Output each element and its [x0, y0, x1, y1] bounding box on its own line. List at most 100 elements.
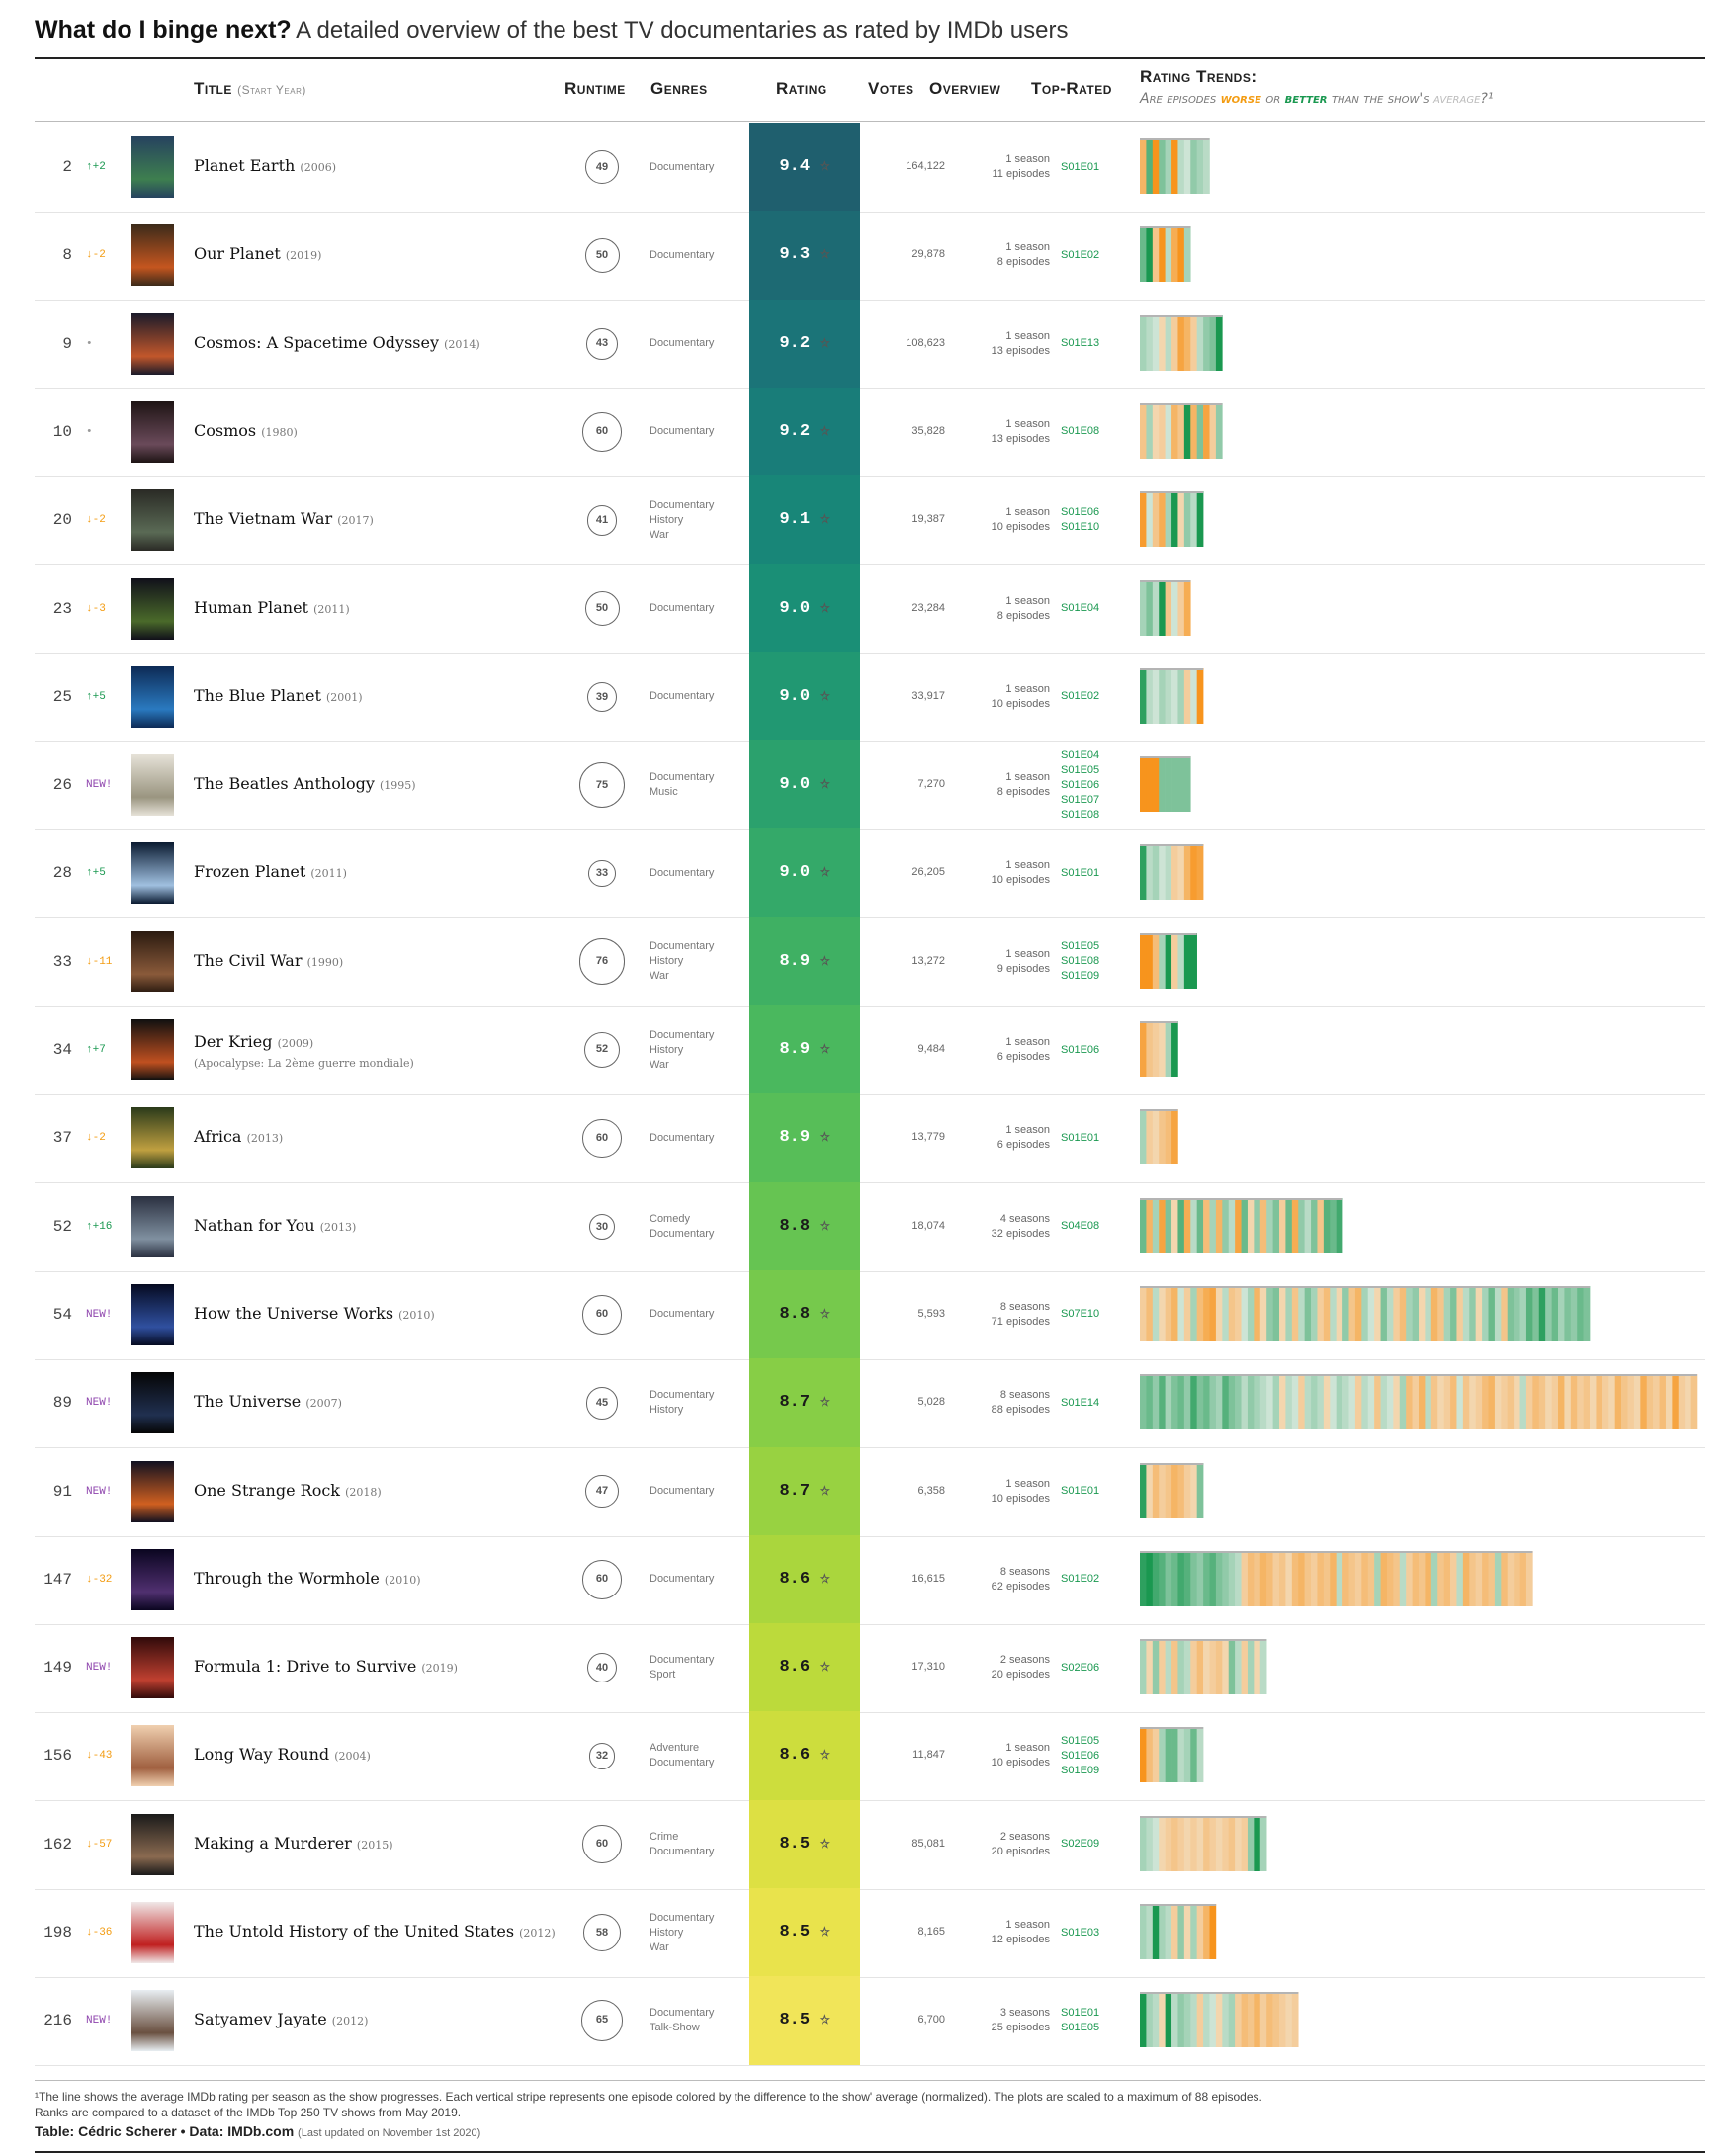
genres-list: Documentary History War	[650, 1911, 758, 1955]
episode-stripe	[1140, 1021, 1147, 1077]
top-rated-episode: S01E02	[1061, 690, 1100, 703]
episode-stripe	[1419, 1550, 1426, 1606]
episode-stripe	[1152, 1285, 1160, 1341]
genre-label: War	[650, 1058, 669, 1071]
episode-stripe	[1254, 1815, 1261, 1871]
episode-stripe	[1215, 1992, 1223, 2048]
episode-stripe	[1171, 1815, 1178, 1871]
poster-image	[131, 400, 174, 463]
show-title-text: The Civil War	[194, 950, 303, 970]
rating-value: 9.0	[779, 775, 811, 795]
rating-value: 8.8	[779, 1216, 811, 1236]
star-icon: ☆	[820, 686, 830, 706]
rank-change: ↓-32	[86, 1573, 113, 1586]
poster-image	[131, 1019, 174, 1080]
star-icon: ☆	[820, 1128, 830, 1148]
rating-value: 8.5	[779, 1923, 811, 1941]
top-rated-list: S01E01	[1061, 1131, 1140, 1146]
genre-label: History	[650, 513, 684, 526]
rating-trend-plot	[1140, 1992, 1299, 2048]
votes-count: 35,828	[911, 424, 945, 437]
episode-stripe	[1146, 1197, 1154, 1253]
table-row: 149 NEW! Formula 1: Drive to Survive (2019…	[35, 1623, 1705, 1714]
header-genres: Genres	[650, 79, 708, 98]
rating-value: 9.0	[779, 686, 811, 706]
start-year: (2010)	[398, 1308, 435, 1322]
episode-stripe	[1241, 1550, 1249, 1606]
episode-stripe	[1165, 932, 1172, 989]
header-votes: Votes	[868, 79, 914, 98]
rating-cell: 9.2 ☆	[749, 387, 860, 476]
show-title: Long Way Round (2004)	[194, 1745, 371, 1764]
rating-trend-plot	[1140, 1462, 1204, 1518]
rating-trend-plot	[1140, 138, 1210, 194]
episode-stripe	[1152, 1727, 1160, 1783]
episode-stripe	[1171, 226, 1178, 283]
episode-stripe	[1475, 1374, 1483, 1430]
page-title: What do I binge next? A detailed overvie…	[35, 16, 1705, 59]
episode-stripe	[1146, 756, 1154, 813]
genre-label: Documentary	[650, 1227, 715, 1240]
runtime-circle: 60	[582, 412, 622, 452]
rating-trend-plot	[1140, 1904, 1217, 1959]
episode-stripe	[1564, 1285, 1572, 1341]
runtime-circle: 60	[582, 1560, 622, 1599]
rating-cell: 9.0 ☆	[749, 828, 860, 918]
rank-value: 149	[43, 1659, 72, 1678]
episode-stripe	[1254, 1197, 1261, 1253]
episode-stripe	[1621, 1374, 1628, 1430]
credit: Table: Cédric Scherer • Data: IMDb.com (…	[35, 2123, 1705, 2153]
episodes-count: 8 episodes	[996, 256, 1050, 269]
episode-stripe	[1291, 1550, 1299, 1606]
rating-cell: 9.0 ☆	[749, 740, 860, 830]
rating-value: 9.2	[779, 333, 811, 353]
top-rated-list: S01E01	[1061, 866, 1140, 881]
episode-stripe	[1222, 1374, 1230, 1430]
episode-stripe	[1203, 402, 1210, 459]
runtime-circle: 52	[584, 1032, 620, 1068]
poster-image	[131, 1990, 174, 2052]
top-rated-list: S01E05 S01E06 S01E09	[1061, 1734, 1140, 1778]
episode-stripe	[1159, 1639, 1166, 1695]
episode-stripe	[1519, 1550, 1527, 1606]
episode-stripe	[1228, 1285, 1236, 1341]
genres-list: Documentary	[650, 1484, 758, 1499]
rating-trend-plot	[1140, 1550, 1533, 1606]
star-icon: ☆	[820, 1040, 830, 1060]
episode-stripe	[1259, 1285, 1267, 1341]
runtime-circle: 39	[586, 681, 618, 712]
episode-stripe	[1177, 1992, 1185, 2048]
episode-stripe	[1152, 138, 1160, 194]
genre-label: Documentary	[650, 1573, 715, 1586]
episodes-count: 10 episodes	[991, 1492, 1050, 1505]
episode-stripe	[1393, 1374, 1401, 1430]
table-row: 34 ↑+7 Der Krieg (2009) (Apocalypse: La 2èm…	[35, 1005, 1705, 1095]
episode-stripe	[1462, 1550, 1470, 1606]
episode-stripe	[1209, 314, 1217, 371]
episode-stripe	[1399, 1285, 1407, 1341]
header-trends-sub: Are episodes worse or better than the sh…	[1140, 91, 1493, 107]
rank-value: 20	[52, 511, 72, 530]
episode-stripe	[1272, 1992, 1280, 2048]
rating-cell: 8.8 ☆	[749, 1269, 860, 1359]
episode-stripe	[1146, 1109, 1154, 1165]
genre-label: Documentary	[650, 498, 715, 511]
top-rated-episode: S01E04	[1061, 602, 1100, 614]
genre-label: Documentary	[650, 866, 715, 879]
episode-stripe	[1291, 1285, 1299, 1341]
episode-stripe	[1241, 1285, 1249, 1341]
start-year: (2019)	[285, 249, 322, 263]
top-rated-list: S04E08	[1061, 1219, 1140, 1234]
poster-image	[131, 312, 174, 375]
episode-stripe	[1177, 491, 1185, 548]
episode-stripe	[1254, 1285, 1261, 1341]
episode-stripe	[1304, 1374, 1312, 1430]
rank-change: ↑+2	[86, 161, 106, 173]
genres-list: Documentary	[650, 336, 758, 351]
episode-stripe	[1159, 1109, 1166, 1165]
episode-stripe	[1183, 1285, 1191, 1341]
runtime-circle: 33	[588, 859, 616, 888]
genre-label: Documentary	[650, 160, 715, 173]
episode-stripe	[1183, 1639, 1191, 1695]
top-rated-list: S01E06	[1061, 1043, 1140, 1058]
